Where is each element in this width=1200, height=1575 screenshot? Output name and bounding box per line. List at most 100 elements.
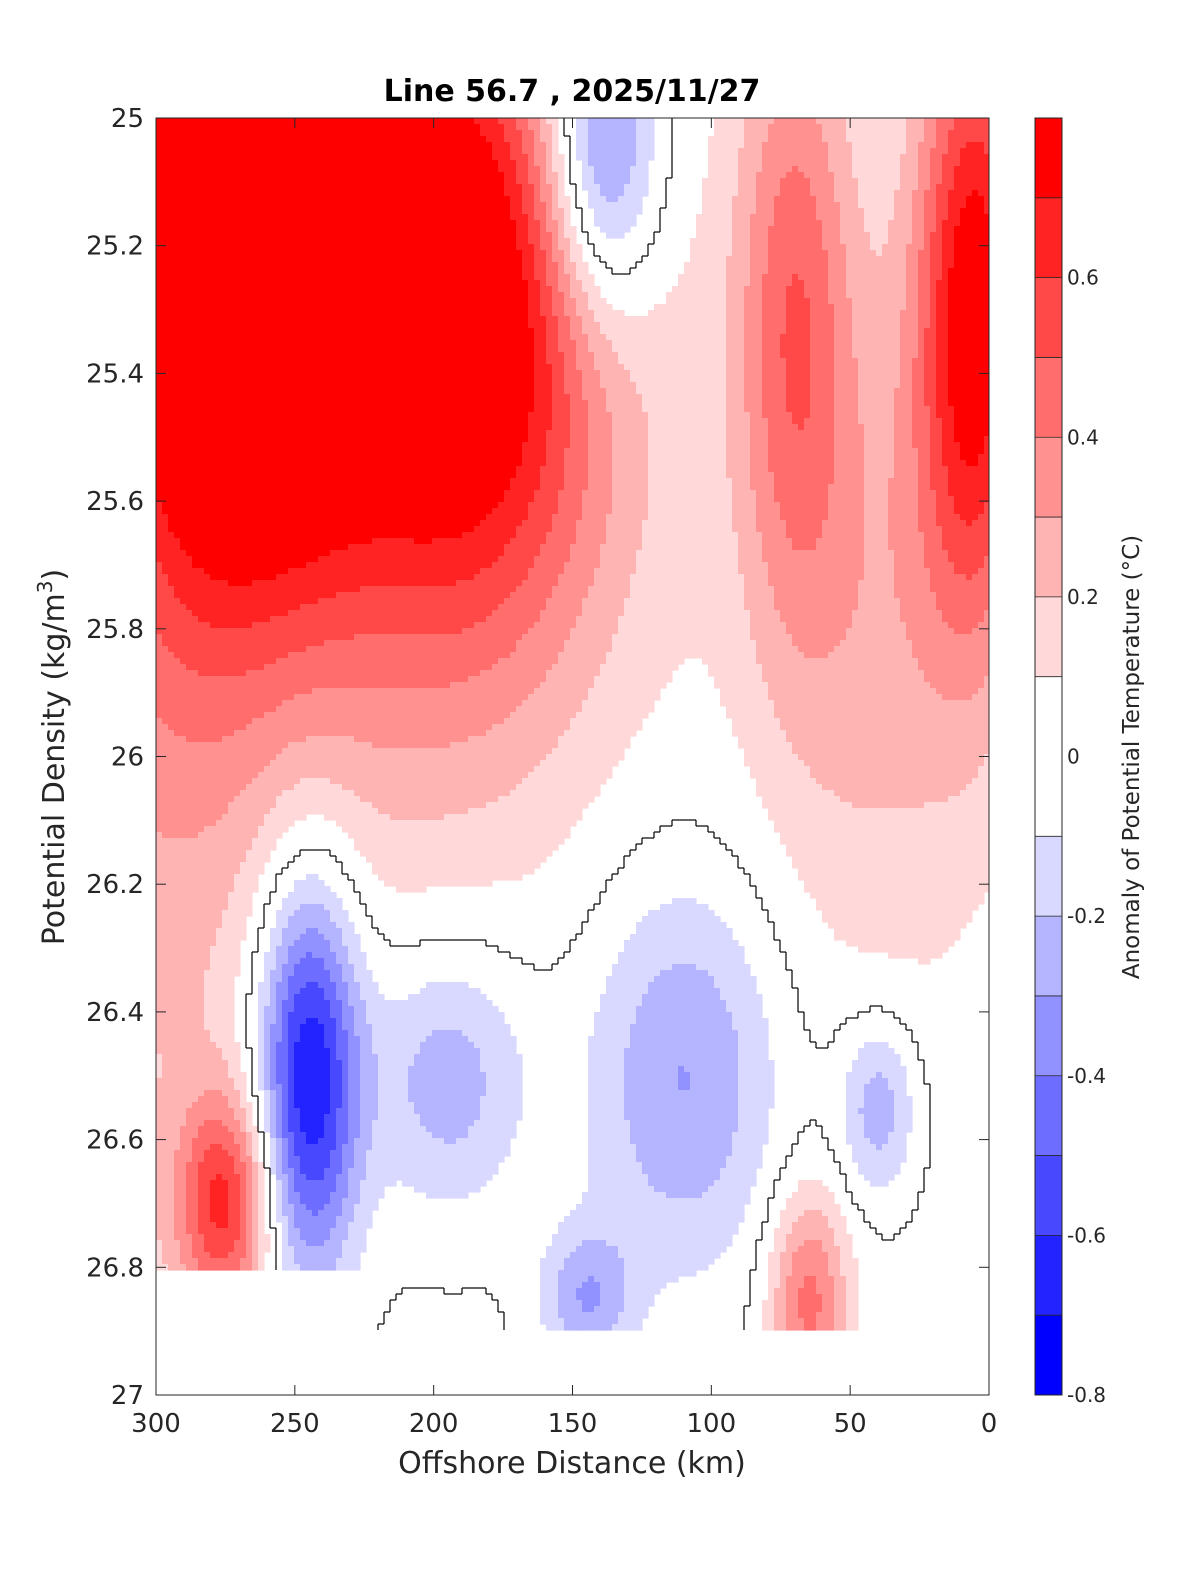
contour-cell: [468, 208, 475, 215]
contour-cell: [618, 118, 625, 125]
contour-cell: [912, 142, 919, 149]
contour-cell: [558, 184, 565, 191]
contour-cell: [816, 346, 823, 353]
contour-cell: [360, 154, 367, 161]
contour-cell: [492, 184, 499, 191]
contour-cell: [798, 130, 805, 137]
contour-cell: [168, 298, 175, 305]
contour-cell: [360, 298, 367, 305]
contour-cell: [348, 190, 355, 197]
contour-cell: [582, 184, 589, 191]
contour-cell: [708, 202, 715, 209]
contour-cell: [546, 304, 553, 311]
contour-cell: [798, 292, 805, 299]
contour-cell: [834, 136, 841, 143]
contour-cell: [912, 226, 919, 233]
contour-cell: [294, 208, 301, 215]
contour-cell: [804, 208, 811, 215]
contour-cell: [756, 226, 763, 233]
contour-cell: [672, 334, 679, 341]
contour-cell: [456, 274, 463, 281]
contour-cell: [564, 274, 571, 281]
contour-cell: [498, 190, 505, 197]
contour-cell: [954, 130, 961, 137]
contour-cell: [186, 118, 193, 125]
contour-cell: [954, 124, 961, 131]
contour-cell: [738, 142, 745, 149]
contour-cell: [252, 136, 259, 143]
contour-cell: [732, 292, 739, 299]
contour-cell: [618, 340, 625, 347]
contour-cell: [168, 220, 175, 227]
contour-cell: [612, 346, 619, 353]
contour-cell: [948, 178, 955, 185]
contour-cell: [972, 160, 979, 167]
contour-cell: [180, 298, 187, 305]
contour-cell: [702, 196, 709, 203]
contour-cell: [930, 346, 937, 353]
contour-cell: [402, 136, 409, 143]
contour-cell: [576, 130, 583, 137]
contour-cell: [420, 190, 427, 197]
contour-cell: [798, 226, 805, 233]
contour-cell: [408, 232, 415, 239]
contour-cell: [624, 172, 631, 179]
contour-cell: [240, 340, 247, 347]
contour-cell: [522, 256, 529, 263]
contour-cell: [600, 172, 607, 179]
contour-cell: [186, 208, 193, 215]
contour-cell: [942, 286, 949, 293]
contour-cell: [792, 310, 799, 317]
contour-cell: [570, 328, 577, 335]
contour-cell: [948, 244, 955, 251]
contour-cell: [390, 118, 397, 125]
contour-cell: [372, 304, 379, 311]
contour-cell: [492, 160, 499, 167]
contour-cell: [534, 298, 541, 305]
contour-cell: [366, 118, 373, 125]
contour-cell: [510, 124, 517, 131]
contour-cell: [348, 124, 355, 131]
contour-cell: [468, 220, 475, 227]
contour-cell: [876, 316, 883, 323]
contour-cell: [540, 232, 547, 239]
contour-cell: [378, 340, 385, 347]
contour-cell: [180, 274, 187, 281]
contour-cell: [348, 304, 355, 311]
contour-cell: [792, 124, 799, 131]
contour-cell: [282, 154, 289, 161]
contour-cell: [402, 298, 409, 305]
contour-cell: [384, 304, 391, 311]
contour-cell: [180, 328, 187, 335]
contour-cell: [906, 298, 913, 305]
contour-cell: [876, 346, 883, 353]
contour-cell: [522, 280, 529, 287]
contour-cell: [738, 184, 745, 191]
contour-cell: [462, 160, 469, 167]
contour-cell: [870, 172, 877, 179]
contour-cell: [750, 298, 757, 305]
contour-cell: [240, 148, 247, 155]
contour-cell: [924, 166, 931, 173]
contour-cell: [708, 136, 715, 143]
contour-cell: [828, 154, 835, 161]
contour-cell: [864, 142, 871, 149]
contour-cell: [162, 244, 169, 251]
contour-cell: [972, 298, 979, 305]
contour-cell: [642, 172, 649, 179]
contour-cell: [246, 292, 253, 299]
contour-cell: [510, 118, 517, 125]
contour-cell: [840, 124, 847, 131]
contour-cell: [222, 166, 229, 173]
contour-cell: [270, 334, 277, 341]
contour-cell: [240, 334, 247, 341]
contour-cell: [420, 118, 427, 125]
contour-cell: [978, 118, 985, 125]
contour-cell: [912, 190, 919, 197]
contour-cell: [216, 340, 223, 347]
contour-cell: [258, 334, 265, 341]
contour-cell: [780, 196, 787, 203]
contour-cell: [726, 268, 733, 275]
contour-cell: [624, 322, 631, 329]
contour-cell: [546, 220, 553, 227]
